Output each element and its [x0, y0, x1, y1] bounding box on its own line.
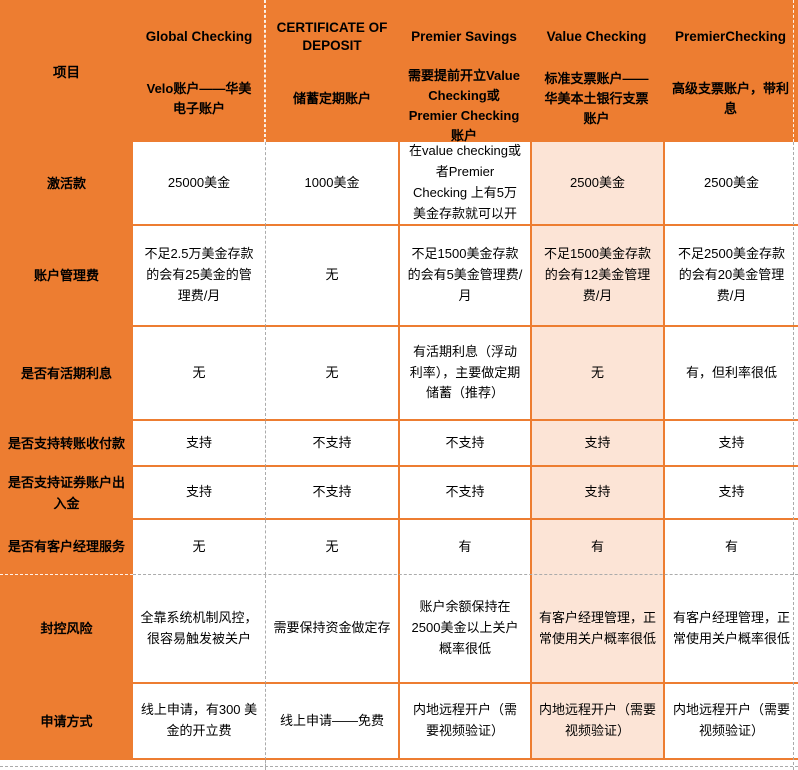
- row-label-risk-control: 封控风险: [0, 575, 133, 684]
- header-premier-checking: PremierChecking 高级支票账户，带利息: [663, 0, 798, 142]
- bottom-strip: [133, 760, 265, 770]
- table-cell: 2500美金: [663, 142, 798, 226]
- column-subtitle: 标准支票账户——华美本土银行支票账户: [544, 70, 649, 127]
- table-cell: 有: [530, 520, 663, 575]
- column-title: Value Checking: [546, 28, 647, 44]
- table-cell: 不足2.5万美金存款的会有25美金的管理费/月: [133, 226, 265, 327]
- table-cell: 全靠系统机制风控，很容易触发被关户: [133, 575, 265, 684]
- column-title: PremierChecking: [674, 28, 787, 44]
- table-cell: 不支持: [398, 467, 530, 520]
- table-cell: 有客户经理管理，正常使用关户概率很低: [530, 575, 663, 684]
- row-label-brokerage-transfer: 是否支持证券账户出入金: [0, 467, 133, 520]
- table-cell: 支持: [663, 467, 798, 520]
- table-cell: 有: [398, 520, 530, 575]
- table-cell: 无: [265, 520, 398, 575]
- column-subtitle: 储蓄定期账户: [292, 90, 371, 106]
- table-cell: 不足1500美金存款的会有12美金管理费/月: [530, 226, 663, 327]
- table-cell: 不足1500美金存款的会有5美金管理费/月: [398, 226, 530, 327]
- bottom-strip: [530, 760, 663, 770]
- header-value-checking: Value Checking 标准支票账户——华美本土银行支票账户: [530, 0, 663, 142]
- table-cell: 在value checking或者Premier Checking 上有5万美金…: [398, 142, 530, 226]
- table-cell: 支持: [133, 467, 265, 520]
- table-cell: 25000美金: [133, 142, 265, 226]
- table-cell: 2500美金: [530, 142, 663, 226]
- table-cell: 线上申请，有300 美金的开立费: [133, 684, 265, 760]
- row-label-demand-interest: 是否有活期利息: [0, 327, 133, 421]
- table-cell: 无: [265, 327, 398, 421]
- table-cell: 内地远程开户（需要视频验证）: [663, 684, 798, 760]
- table-cell: 有: [663, 520, 798, 575]
- table-cell: 有，但利率很低: [663, 327, 798, 421]
- table-cell: 不支持: [265, 467, 398, 520]
- row-label-transfer-support: 是否支持转账收付款: [0, 421, 133, 467]
- table-cell: 需要保持资金做定存: [265, 575, 398, 684]
- table-cell: 内地远程开户（需要视频验证）: [398, 684, 530, 760]
- column-subtitle: 需要提前开立Value Checking或Premier Checking账户: [408, 68, 520, 144]
- table-cell: 无: [133, 327, 265, 421]
- table-cell: 有客户经理管理，正常使用关户概率很低: [663, 575, 798, 684]
- row-label-management-fee: 账户管理费: [0, 226, 133, 327]
- row-label-account-manager: 是否有客户经理服务: [0, 520, 133, 575]
- bottom-strip: [265, 760, 398, 770]
- table-cell: 有活期利息（浮动利率），主要做定期储蓄（推荐）: [398, 327, 530, 421]
- column-subtitle: Velo账户——华美电子账户: [146, 80, 252, 116]
- table-cell: 无: [265, 226, 398, 327]
- row-label-activation-amount: 激活款: [0, 142, 133, 226]
- bottom-strip-left: [0, 760, 133, 770]
- table-cell: 不支持: [398, 421, 530, 467]
- column-title: CERTIFICATE OF DEPOSIT: [276, 19, 388, 53]
- header-item-label: 项目: [0, 0, 133, 142]
- table-cell: 不支持: [265, 421, 398, 467]
- column-title: Global Checking: [145, 28, 253, 44]
- header-item-text: 项目: [53, 65, 80, 80]
- table-cell: 无: [530, 327, 663, 421]
- table-cell: 无: [133, 520, 265, 575]
- column-title: Premier Savings: [411, 28, 517, 44]
- bottom-strip: [398, 760, 530, 770]
- table-cell: 支持: [133, 421, 265, 467]
- table-cell: 内地远程开户（需要视频验证）: [530, 684, 663, 760]
- column-subtitle: 高级支票账户，带利息: [672, 80, 790, 116]
- header-certificate-of-deposit: CERTIFICATE OF DEPOSIT 储蓄定期账户: [265, 0, 398, 142]
- bottom-strip: [663, 760, 798, 770]
- table-cell: 线上申请——免费: [265, 684, 398, 760]
- table-cell: 1000美金: [265, 142, 398, 226]
- table-cell: 账户余额保持在2500美金以上关户概率很低: [398, 575, 530, 684]
- table-cell: 不足2500美金存款的会有20美金管理费/月: [663, 226, 798, 327]
- table-cell: 支持: [530, 421, 663, 467]
- row-label-application-method: 申请方式: [0, 684, 133, 760]
- header-global-checking: Global Checking Velo账户——华美电子账户: [133, 0, 265, 142]
- header-premier-savings: Premier Savings 需要提前开立Value Checking或Pre…: [398, 0, 530, 143]
- table-cell: 支持: [530, 467, 663, 520]
- table-cell: 支持: [663, 421, 798, 467]
